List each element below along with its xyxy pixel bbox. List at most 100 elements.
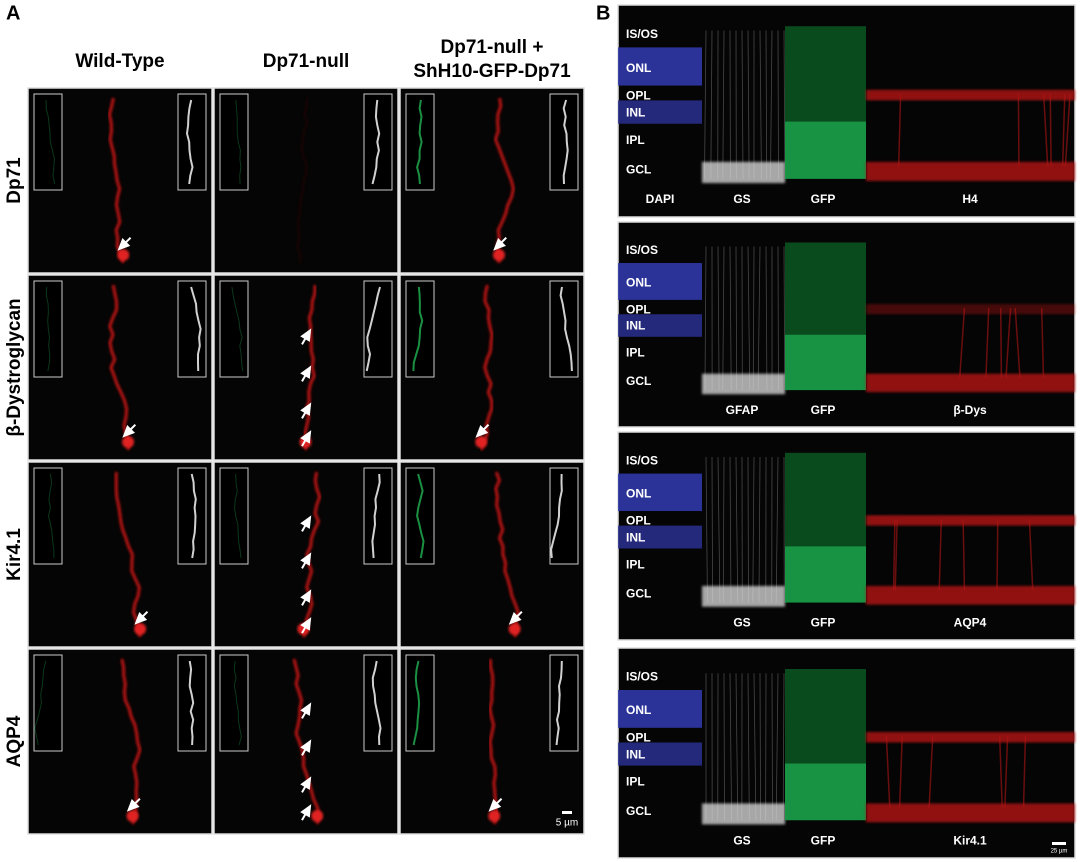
gs-fiber <box>770 30 773 179</box>
red-vessel <box>1014 308 1021 378</box>
arrow-head <box>300 776 312 793</box>
gs-fiber <box>722 246 725 391</box>
inset-process <box>45 99 56 185</box>
channel-label: H4 <box>962 192 978 206</box>
inset-process <box>550 473 563 559</box>
endfoot <box>122 436 135 448</box>
red-vessel <box>1049 94 1052 167</box>
endfoot <box>488 810 501 822</box>
gs-fiber <box>759 673 761 821</box>
gfp-inner <box>785 546 866 603</box>
layer-label: ONL <box>626 703 651 717</box>
dapi-onl <box>618 690 702 728</box>
red-vessel <box>1022 736 1027 808</box>
red-vessel <box>1004 736 1009 808</box>
arrow <box>126 797 141 812</box>
layer-label: ONL <box>626 61 651 75</box>
arrow <box>300 702 312 719</box>
red-band <box>866 732 1075 743</box>
column-header: Wild-Type <box>75 51 164 72</box>
gs-endfeet <box>702 803 785 825</box>
arrow <box>117 236 132 251</box>
scale-bar <box>562 811 572 814</box>
layer-label: IPL <box>626 345 645 359</box>
arrow-head <box>493 236 507 251</box>
red-vessel <box>1028 519 1034 591</box>
red-vessel <box>897 94 902 167</box>
red-process <box>114 472 142 638</box>
inset-process <box>34 660 47 746</box>
column-header: ShH10-GFP-Dp71 <box>413 61 571 82</box>
inset <box>363 467 393 565</box>
red-vessel <box>894 519 898 591</box>
gs-fiber <box>765 246 768 391</box>
inset-process <box>235 99 242 185</box>
layer-label: INL <box>626 530 645 544</box>
gs-fiber <box>752 456 755 603</box>
channel-label: GS <box>733 192 750 206</box>
arrow-head <box>300 402 312 419</box>
red-band <box>866 803 1075 823</box>
arrow-head <box>117 236 132 251</box>
gs-fiber <box>747 673 750 821</box>
channel-label: GFP <box>811 403 836 417</box>
dapi-inl <box>618 742 702 766</box>
inset-process <box>416 99 423 185</box>
gfp-inner <box>785 763 866 821</box>
layer-label: OPL <box>626 302 651 316</box>
inset <box>177 93 207 191</box>
endfoot <box>492 249 505 261</box>
gs-fiber <box>771 673 773 821</box>
gs-fiber <box>752 246 755 391</box>
dapi-inl <box>618 314 702 337</box>
layer-label: GCL <box>626 586 651 600</box>
arrow <box>488 797 503 812</box>
column-header: Dp71-null + <box>441 37 544 58</box>
inset <box>33 467 63 565</box>
scale-bar-label: 5 µm <box>556 818 578 829</box>
arrow-head <box>508 610 523 625</box>
gs-fiber <box>783 30 786 179</box>
dapi-onl <box>618 473 702 512</box>
gs-fiber <box>753 673 757 821</box>
gfp-inner <box>785 334 866 391</box>
red-band <box>866 373 1075 393</box>
inset-process <box>234 473 242 559</box>
inset-process <box>416 473 425 559</box>
endfoot <box>475 436 488 448</box>
gs-fiber <box>747 30 750 179</box>
row-label: Dp71 <box>4 157 25 204</box>
inset-process <box>555 660 563 746</box>
column-header: Dp71-null <box>263 51 350 72</box>
gs-fiber <box>741 30 744 179</box>
channel-label: GS <box>733 616 750 630</box>
gs-fiber <box>783 246 786 391</box>
inset-process <box>45 286 51 372</box>
gs-fiber <box>775 673 779 821</box>
dapi-inl <box>618 525 702 549</box>
inset-process <box>559 286 573 372</box>
panel-label: B <box>596 2 610 24</box>
red-vessel <box>962 519 966 591</box>
gs-fiber <box>735 456 739 603</box>
inset <box>33 93 63 191</box>
red-vessel <box>996 519 999 591</box>
channel-label: GFAP <box>726 403 759 417</box>
inset-process <box>562 99 569 185</box>
arrow <box>122 423 137 438</box>
gfp-inner <box>785 121 866 179</box>
red-process <box>120 658 142 825</box>
inset <box>549 654 579 752</box>
inset-process <box>365 286 381 372</box>
red-process <box>302 471 322 638</box>
gs-fiber <box>710 30 713 179</box>
red-vessel <box>885 736 891 808</box>
channel-label: AQP4 <box>954 616 987 630</box>
arrow-head <box>134 610 149 625</box>
arrow <box>300 739 312 756</box>
inset-process <box>371 660 382 746</box>
inset <box>177 467 207 565</box>
channel-label: GFP <box>811 833 836 847</box>
channel-label: DAPI <box>646 192 675 206</box>
layer-label: IS/OS <box>626 453 658 467</box>
